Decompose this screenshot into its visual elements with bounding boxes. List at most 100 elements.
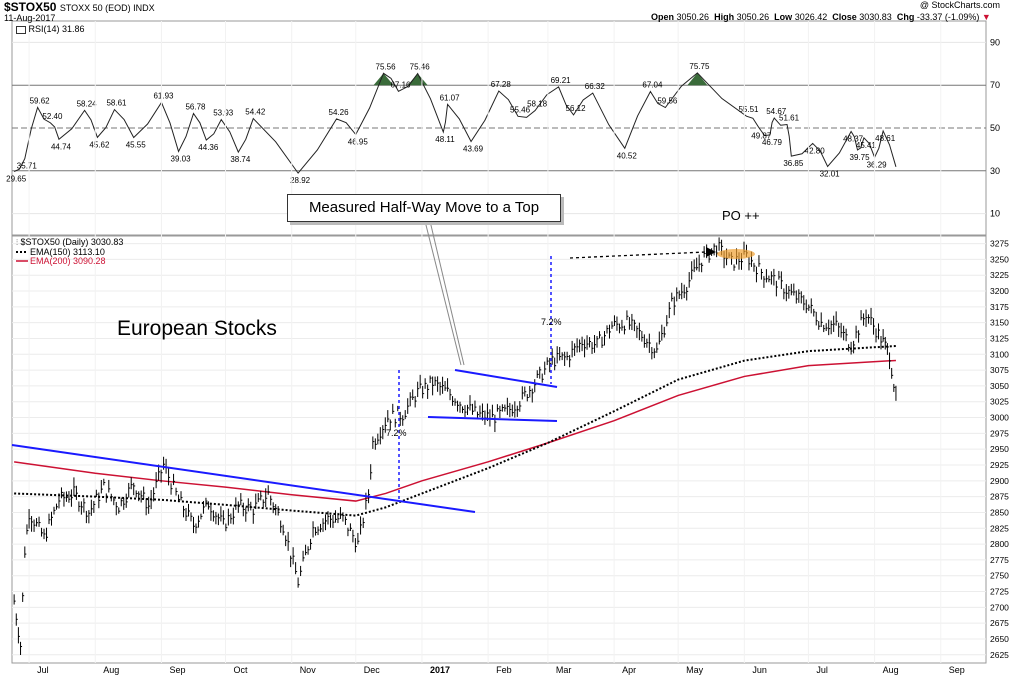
ema150-line [14, 345, 897, 517]
rsi-value-label: 59.62 [30, 96, 51, 105]
rsi-value-label: 46.95 [348, 138, 369, 147]
rsi-value-label: 56.12 [566, 104, 587, 113]
month-tick: Oct [234, 665, 249, 675]
month-tick: Sep [949, 665, 965, 675]
rsi-ytick: 70 [990, 80, 1000, 90]
rsi-value-label: 53.93 [213, 109, 234, 118]
rsi-value-label: 29.65 [6, 175, 27, 184]
rsi-value-label: 48.37 [843, 134, 864, 143]
rsi-value-label: 61.07 [440, 93, 461, 102]
price-ytick: 2825 [990, 523, 1009, 533]
callout-box: Measured Half-Way Move to a Top [287, 194, 561, 222]
rsi-value-label: 45.62 [89, 140, 110, 149]
price-ytick: 2900 [990, 476, 1009, 486]
chart-label: European Stocks [117, 317, 277, 340]
rsi-value-label: 43.69 [463, 145, 484, 154]
ema200-line [14, 359, 896, 502]
flag-upper-line [454, 369, 558, 388]
price-ytick: 2850 [990, 507, 1009, 517]
month-tick: Jul [816, 665, 828, 675]
rsi-ytick: 10 [990, 209, 1000, 219]
rsi-value-label: 48.11 [435, 135, 455, 144]
target-arrowhead [706, 247, 716, 257]
price-ytick: 3125 [990, 333, 1009, 343]
rsi-overbought-fill [687, 72, 708, 86]
rsi-value-label: 67.16 [390, 80, 411, 89]
month-tick: 2017 [430, 665, 450, 675]
rsi-value-label: 56.78 [185, 102, 206, 111]
ticker-symbol: $STOX50 [4, 0, 57, 14]
rsi-overbought-fill [373, 73, 394, 86]
month-tick: Apr [622, 665, 636, 675]
month-tick: Mar [556, 665, 572, 675]
price-ytick: 3250 [990, 254, 1009, 264]
rsi-value-label: 45.55 [126, 141, 147, 150]
rsi-value-label: 48.61 [875, 134, 896, 143]
price-ytick: 2925 [990, 460, 1009, 470]
rsi-value-label: 58.61 [106, 99, 127, 108]
price-ytick: 3200 [990, 286, 1009, 296]
rsi-value-label: 67.28 [491, 80, 512, 89]
rsi-value-label: 59.56 [657, 97, 678, 106]
rsi-value-label: 66.32 [585, 82, 606, 91]
price-ytick: 3100 [990, 349, 1009, 359]
month-tick: May [686, 665, 704, 675]
rsi-value-label: 69.21 [551, 76, 572, 85]
price-ytick: 3275 [990, 239, 1009, 249]
rsi-value-label: 49.87 [751, 131, 772, 140]
price-legend: ⫶ $STOX50 (Daily) 3030.83 [16, 237, 124, 247]
rsi-ytick: 90 [990, 37, 1000, 47]
price-ytick: 2875 [990, 492, 1009, 502]
price-ytick: 2625 [990, 650, 1009, 660]
rsi-ytick: 50 [990, 123, 1000, 133]
month-tick: Aug [103, 665, 119, 675]
price-ytick: 2950 [990, 444, 1009, 454]
rsi-line [13, 72, 897, 174]
rsi-value-label: 35.71 [17, 162, 38, 171]
flag-lower-line [427, 416, 558, 422]
price-ytick: 2700 [990, 602, 1009, 612]
rsi-value-label: 55.46 [510, 105, 531, 114]
callout-pointer-1 [424, 220, 462, 366]
rsi-value-label: 44.74 [51, 142, 72, 151]
rsi-value-label: 40.52 [617, 151, 638, 160]
ema150-legend: EMA(150) 3113.10 [30, 247, 105, 257]
price-ytick: 3050 [990, 381, 1009, 391]
rsi-value-label: 58.18 [527, 99, 548, 108]
callout-pointer-2 [429, 220, 465, 366]
month-tick: Nov [300, 665, 317, 675]
rsi-value-label: 44.36 [198, 143, 219, 152]
price-ytick: 2975 [990, 428, 1009, 438]
rsi-value-label: 75.46 [410, 63, 431, 72]
rsi-value-label: 45.41 [856, 141, 877, 150]
price-objective-label: PO ++ [722, 208, 760, 223]
rsi-value-label: 58.24 [77, 99, 98, 108]
month-tick: Dec [364, 665, 381, 675]
rsi-value-label: 32.01 [820, 169, 841, 178]
price-ytick: 2775 [990, 555, 1009, 565]
price-ytick: 3150 [990, 318, 1009, 328]
rsi-value-label: 51.61 [779, 114, 800, 123]
copyright: @ StockCharts.com [919, 0, 1000, 10]
long-trendline [11, 444, 476, 513]
month-tick: Feb [496, 665, 512, 675]
price-ytick: 2675 [990, 618, 1009, 628]
rsi-ytick: 30 [990, 166, 1000, 176]
ticker-name: STOXX 50 (EOD) INDX [59, 3, 155, 13]
rsi-value-label: 67.04 [642, 81, 663, 90]
price-ytick: 2650 [990, 634, 1009, 644]
chart-date: 11-Aug-2017 [4, 13, 56, 23]
price-ytick: 2800 [990, 539, 1009, 549]
rsi-value-label: 36.85 [783, 159, 804, 168]
rsi-value-label: 61.93 [153, 91, 174, 100]
price-ytick: 2750 [990, 571, 1009, 581]
price-panel: 2625 2650 2675 2700 2725 2750 2775 2800 2825 2850… [11, 21, 1009, 675]
rsi-value-label: 28.92 [290, 176, 311, 185]
rsi-value-label: 54.26 [329, 108, 350, 117]
rsi-value-label: 54.67 [766, 107, 787, 116]
price-ytick: 3075 [990, 365, 1009, 375]
rsi-value-label: 75.75 [689, 62, 710, 71]
rsi-value-label: 39.03 [171, 154, 192, 163]
price-ytick: 3175 [990, 302, 1009, 312]
